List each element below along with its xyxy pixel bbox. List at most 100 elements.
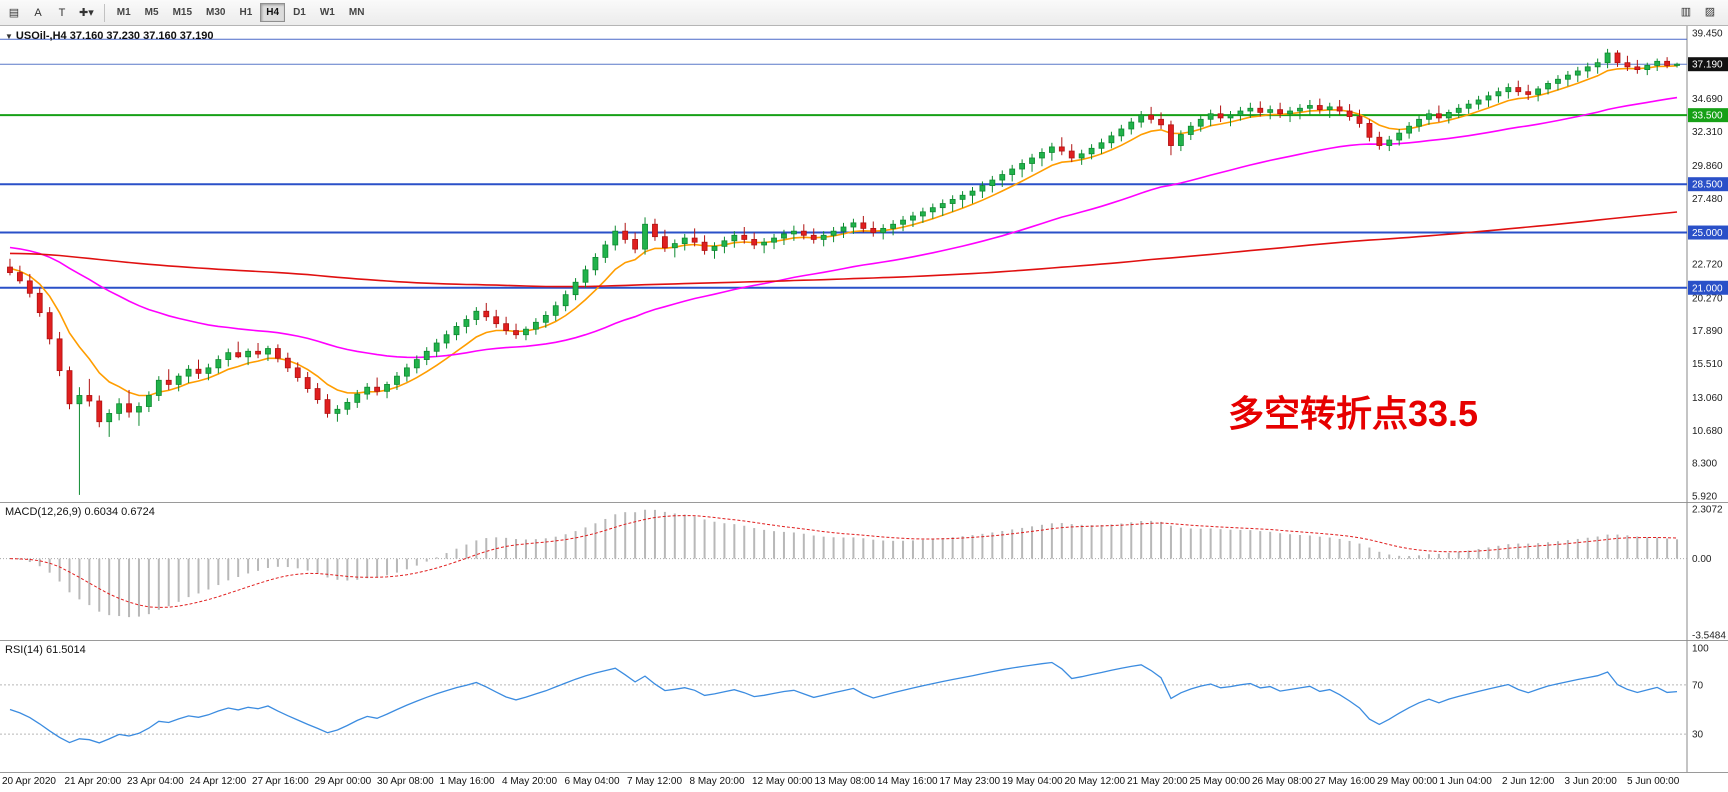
candle-body: [235, 352, 242, 358]
candle-body: [1336, 106, 1343, 112]
candle-body: [394, 375, 400, 385]
macd-tick-label[interactable]: 0.00: [1692, 554, 1712, 565]
collapse-triangle-icon[interactable]: ▼: [5, 32, 13, 41]
candle-body: [403, 367, 410, 377]
charts-grid-button[interactable]: ▤: [3, 3, 25, 23]
time-label: 20 Apr 2020: [2, 776, 56, 787]
candle-body: [433, 342, 440, 352]
rsi-name: RSI(14): [5, 644, 43, 656]
candle-body: [493, 316, 500, 325]
rsi-tick-label[interactable]: 70: [1692, 680, 1704, 691]
price-tick-label[interactable]: 10.680: [1692, 426, 1723, 437]
candle-body: [1634, 66, 1641, 70]
candle-body: [1356, 116, 1363, 124]
timeframe-h4[interactable]: H4: [260, 3, 286, 22]
price-tick-label[interactable]: 13.060: [1692, 393, 1723, 404]
candle-body: [1108, 135, 1115, 144]
candle-body: [1297, 107, 1303, 112]
candle-body: [294, 367, 301, 378]
price-tick-label[interactable]: 32.310: [1692, 127, 1723, 138]
candle-body: [1604, 52, 1611, 64]
candle-body: [1029, 157, 1035, 164]
candle-body: [910, 215, 916, 221]
candle-body: [820, 234, 827, 240]
candle-body: [56, 338, 63, 372]
candle-body: [503, 323, 510, 331]
candle-body: [1158, 118, 1164, 126]
candle-body: [344, 401, 351, 410]
candle-body: [1267, 109, 1274, 113]
rsi-tick-label[interactable]: 30: [1692, 730, 1704, 741]
time-axis[interactable]: 20 Apr 2020 21 Apr 20:00 23 Apr 04:00 24 Ap…: [0, 772, 1728, 792]
candle-body: [1525, 91, 1532, 95]
price-tick-label[interactable]: 5.920: [1692, 492, 1717, 503]
rsi-panel[interactable]: 100 70 30: [0, 640, 1728, 772]
candle-body: [1098, 142, 1105, 149]
timeframe-h1[interactable]: H1: [233, 3, 258, 22]
candle-body: [751, 239, 758, 246]
price-badge-label: 37.190: [1692, 60, 1723, 71]
candle-body: [890, 223, 897, 229]
candle-body: [999, 174, 1006, 181]
candle-body: [1396, 132, 1403, 141]
candle-body: [1217, 113, 1224, 119]
text-tool-button[interactable]: T: [51, 3, 73, 23]
candle-body: [453, 326, 460, 336]
candle-body: [969, 190, 976, 196]
candle-body: [731, 234, 738, 242]
candle-body: [681, 237, 688, 244]
time-label: 8 May 20:00: [689, 776, 745, 787]
price-tick-label[interactable]: 15.510: [1692, 359, 1723, 370]
price-tick-label[interactable]: 39.450: [1692, 29, 1723, 40]
macd-signal-line: [9, 515, 1678, 608]
ma-slow-line: [9, 211, 1678, 288]
candle-body: [572, 281, 579, 296]
candle-body: [1674, 63, 1680, 66]
chart-shift-button[interactable]: ▥: [1675, 2, 1697, 22]
timeframe-d1[interactable]: D1: [287, 3, 312, 22]
price-tick-label[interactable]: 34.690: [1692, 94, 1723, 105]
price-tick-label[interactable]: 17.890: [1692, 326, 1723, 337]
candle-body: [165, 379, 172, 385]
candle-body: [1039, 152, 1045, 159]
timeframe-w1[interactable]: W1: [314, 3, 341, 22]
candle-body: [443, 334, 450, 344]
candle-body: [1644, 65, 1651, 70]
rsi-indicator-label: RSI(14) 61.5014: [5, 644, 86, 656]
price-tick-label[interactable]: 20.270: [1692, 293, 1723, 304]
macd-panel[interactable]: 2.3072 0.00 -3.5484: [0, 502, 1728, 640]
candle-body: [642, 223, 648, 250]
candle-body: [622, 230, 629, 240]
timeframe-m5[interactable]: M5: [139, 3, 165, 22]
candle-body: [1366, 123, 1373, 138]
candle-body: [334, 408, 341, 414]
macd-tick-label[interactable]: 2.3072: [1692, 505, 1723, 516]
price-chart-panel[interactable]: 39.450 34.690 32.310 29.860 27.480 22.720 20.2…: [0, 26, 1728, 502]
price-tick-label[interactable]: 8.300: [1692, 459, 1717, 470]
timeframe-m15[interactable]: M15: [167, 3, 198, 22]
time-label: 21 Apr 20:00: [64, 776, 122, 787]
candle-body: [860, 222, 867, 229]
candle-body: [423, 350, 430, 360]
rsi-tick-label[interactable]: 100: [1692, 644, 1709, 655]
price-tick-label[interactable]: 27.480: [1692, 194, 1723, 205]
candle-body: [1287, 110, 1293, 115]
timeframe-m1[interactable]: M1: [111, 3, 137, 22]
candle-body: [463, 319, 470, 327]
candle-body: [532, 321, 539, 330]
chart-autoscroll-button[interactable]: ▨: [1699, 2, 1721, 22]
price-badge: [1688, 57, 1728, 72]
candle-body: [7, 266, 13, 273]
macd-tick-label[interactable]: -3.5484: [1692, 631, 1726, 641]
candle-body: [1306, 105, 1313, 109]
candle-body: [1555, 78, 1561, 84]
price-tick-label[interactable]: 22.720: [1692, 260, 1723, 271]
candle-body: [205, 367, 212, 374]
timeframe-m30[interactable]: M30: [200, 3, 231, 22]
timeframe-mn[interactable]: MN: [343, 3, 371, 22]
timeframe-buttons: M1 M5 M15 M30 H1 H4 D1 W1 MN: [110, 3, 372, 22]
cursor-tools-button[interactable]: ✚▾: [75, 3, 98, 23]
time-label: 21 May 20:00: [1127, 776, 1188, 787]
annotate-a-button[interactable]: A: [27, 3, 49, 23]
price-tick-label[interactable]: 29.860: [1692, 161, 1723, 172]
